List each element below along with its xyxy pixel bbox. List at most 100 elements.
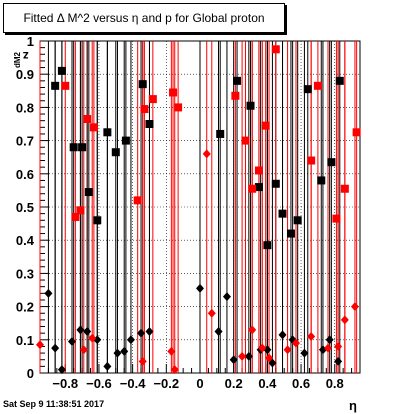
x-tick-label: −0.2 — [153, 376, 179, 391]
data-point-diamond — [138, 356, 147, 366]
x-tick-label: 0.6 — [292, 376, 310, 391]
data-point-diamond — [265, 353, 274, 363]
x-tick-label: 0.2 — [225, 376, 243, 391]
data-point-square — [103, 128, 112, 137]
y-tick-label: 0.4 — [16, 233, 35, 248]
data-point-square — [293, 216, 302, 225]
y-tick-label: 0.3 — [16, 266, 34, 281]
data-point-diamond — [202, 149, 211, 159]
data-point-square — [263, 241, 272, 250]
data-point-diamond — [334, 356, 343, 366]
data-point-square — [71, 212, 80, 221]
data-point-square — [307, 156, 316, 165]
data-point-diamond — [324, 343, 332, 353]
data-point-square — [233, 76, 242, 85]
data-point-square — [57, 66, 66, 75]
data-point-diamond — [145, 327, 154, 336]
data-point-square — [271, 45, 280, 54]
data-point-square — [78, 143, 87, 152]
data-point-diamond — [214, 327, 223, 336]
data-point-diamond — [248, 325, 257, 335]
data-point-square — [111, 148, 120, 157]
data-point-square — [121, 136, 130, 145]
data-point-square — [254, 166, 263, 175]
data-point-diamond — [238, 351, 247, 361]
data-point-square — [174, 103, 183, 112]
data-point-square — [340, 184, 349, 193]
data-point-square — [140, 105, 149, 114]
data-point-square — [248, 184, 257, 193]
y-tick-label: 0.2 — [16, 300, 34, 315]
y-tick-label: 0.8 — [16, 100, 34, 115]
data-point-square — [61, 81, 70, 90]
data-point-square — [241, 136, 250, 145]
data-point-square — [313, 81, 322, 90]
data-point-square — [51, 81, 60, 90]
data-point-square — [246, 101, 255, 110]
y-tick-label: 0 — [27, 366, 34, 381]
y-tick-label: 0.5 — [16, 200, 34, 215]
data-point-square — [303, 85, 312, 94]
data-point-square — [84, 188, 93, 197]
chart-title: Fitted Δ M^2 versus η and p for Global p… — [3, 3, 285, 33]
data-point-square — [317, 176, 326, 185]
data-point-diamond — [76, 325, 85, 335]
data-point-diamond — [170, 365, 179, 375]
data-point-diamond — [334, 341, 343, 351]
data-point-diamond — [350, 302, 359, 312]
data-point-square — [169, 88, 178, 97]
data-point-square — [76, 206, 85, 215]
data-point-square — [69, 143, 78, 152]
x-tick-label: 0.8 — [326, 376, 344, 391]
x-tick-label: −0.4 — [120, 376, 146, 391]
data-point-diamond — [79, 345, 88, 355]
data-point-diamond — [88, 333, 97, 343]
data-point-square — [254, 183, 263, 192]
x-tick-label: −0.6 — [86, 376, 112, 391]
data-point-diamond — [103, 361, 112, 371]
data-point-diamond — [325, 335, 334, 345]
data-point-square — [335, 76, 344, 85]
data-point-diamond — [36, 340, 44, 350]
data-point-square — [261, 121, 270, 130]
data-point-square — [145, 120, 154, 128]
data-point-diamond — [229, 355, 238, 365]
data-point-square — [327, 158, 336, 167]
timestamp: Sat Sep 9 11:38:51 2017 — [3, 399, 105, 409]
data-point-square — [286, 229, 295, 238]
data-point-diamond — [307, 331, 316, 341]
data-point-square — [83, 115, 92, 124]
data-point-diamond — [44, 288, 53, 298]
data-point-square — [332, 214, 341, 223]
data-point-diamond — [278, 330, 287, 340]
x-tick-label: 0 — [196, 376, 203, 391]
data-point-square — [133, 196, 142, 205]
data-point-square — [216, 129, 225, 138]
data-point-diamond — [126, 335, 135, 345]
data-point-diamond — [340, 315, 349, 325]
data-point-diamond — [83, 327, 92, 336]
x-tick-label: −0.8 — [52, 376, 78, 391]
data-point-diamond — [300, 348, 309, 358]
data-point-square — [148, 95, 157, 104]
data-point-diamond — [120, 346, 129, 356]
y-tick-label: 0.1 — [16, 333, 34, 348]
data-point-diamond — [283, 345, 292, 355]
data-point-square — [278, 209, 287, 218]
data-point-diamond — [51, 343, 60, 353]
data-point-square — [271, 179, 280, 188]
data-point-diamond — [113, 348, 122, 358]
data-point-diamond — [167, 346, 176, 356]
data-point-diamond — [207, 308, 216, 318]
data-point-diamond — [196, 283, 204, 293]
data-point-square — [93, 216, 102, 225]
data-point-diamond — [68, 336, 76, 346]
data-point-square — [352, 128, 361, 137]
data-point-diamond — [292, 338, 300, 348]
y-tick-label: 0.7 — [16, 134, 34, 149]
data-point-square — [89, 123, 98, 132]
data-point-diamond — [244, 351, 253, 361]
data-point-diamond — [137, 328, 146, 338]
data-point-diamond — [258, 343, 267, 353]
